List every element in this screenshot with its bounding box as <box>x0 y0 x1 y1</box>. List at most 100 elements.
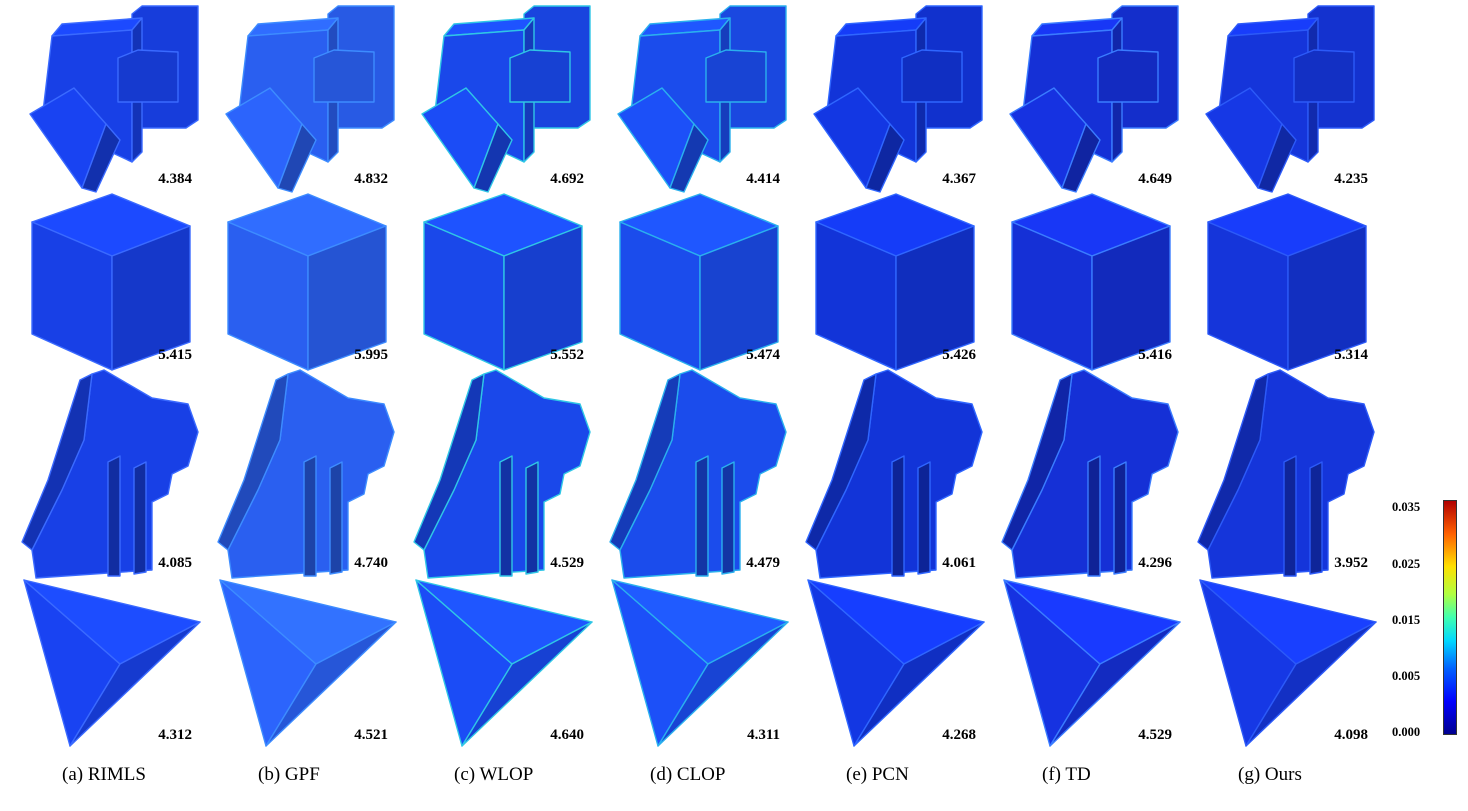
method-caption: (d) CLOP <box>650 764 726 785</box>
block-face-6 <box>1061 123 1101 193</box>
block-face-6 <box>277 123 317 193</box>
block-render <box>225 5 395 193</box>
fandisk-face-3 <box>1113 461 1127 575</box>
fandisk-render <box>805 369 983 579</box>
cube-render <box>1011 193 1171 371</box>
block-render <box>1205 5 1375 193</box>
pyramid-render <box>1003 579 1181 747</box>
result-fandisk-3: 4.479 <box>609 369 787 579</box>
block-render <box>1009 5 1179 193</box>
cube-face-2 <box>111 225 191 371</box>
fandisk-render <box>609 369 787 579</box>
error-score: 4.085 <box>158 555 192 571</box>
result-cube-5: 5.416 <box>1002 193 1178 371</box>
error-score: 4.311 <box>747 727 780 743</box>
pyramid-face-2 <box>461 621 593 747</box>
pyramid-render <box>415 579 593 747</box>
error-score: 4.312 <box>158 727 192 743</box>
pyramid-face-2 <box>657 621 789 747</box>
block-face-6 <box>81 123 121 193</box>
cube-face-2 <box>699 225 779 371</box>
error-score: 3.952 <box>1334 555 1368 571</box>
result-cube-1: 5.995 <box>218 193 394 371</box>
error-score: 5.415 <box>158 347 192 363</box>
pyramid-render <box>807 579 985 747</box>
error-score: 4.649 <box>1138 171 1172 187</box>
cube-render <box>227 193 387 371</box>
fandisk-face-3 <box>721 461 735 575</box>
block-face-4 <box>313 49 375 103</box>
block-render <box>421 5 591 193</box>
fandisk-face-2 <box>695 455 709 577</box>
fandisk-face-2 <box>1087 455 1101 577</box>
result-block-0: 4.384 <box>22 2 199 194</box>
error-score: 4.740 <box>354 555 388 571</box>
cube-face-2 <box>1091 225 1171 371</box>
result-block-6: 4.235 <box>1198 2 1375 194</box>
error-score: 4.692 <box>550 171 584 187</box>
result-fandisk-0: 4.085 <box>21 369 199 579</box>
result-pyramid-1: 4.521 <box>218 578 397 750</box>
fandisk-face-3 <box>133 461 147 575</box>
result-fandisk-1: 4.740 <box>217 369 395 579</box>
error-score: 4.367 <box>942 171 976 187</box>
result-fandisk-6: 3.952 <box>1197 369 1375 579</box>
result-cube-3: 5.474 <box>610 193 786 371</box>
fandisk-face-1 <box>1197 373 1269 551</box>
fandisk-render <box>1197 369 1375 579</box>
result-pyramid-2: 4.640 <box>414 578 593 750</box>
error-score: 4.268 <box>942 727 976 743</box>
cube-render <box>1207 193 1367 371</box>
method-caption: (b) GPF <box>258 764 320 785</box>
fandisk-render <box>217 369 395 579</box>
pyramid-face-2 <box>265 621 397 747</box>
block-render <box>29 5 199 193</box>
result-pyramid-3: 4.311 <box>610 578 789 750</box>
result-fandisk-4: 4.061 <box>805 369 983 579</box>
result-block-2: 4.692 <box>414 2 591 194</box>
error-score: 4.521 <box>354 727 388 743</box>
error-score: 4.529 <box>550 555 584 571</box>
block-face-4 <box>1293 49 1355 103</box>
fandisk-face-1 <box>21 373 93 551</box>
result-pyramid-6: 4.098 <box>1198 578 1377 750</box>
result-pyramid-0: 4.312 <box>22 578 201 750</box>
cube-render <box>815 193 975 371</box>
error-score: 4.479 <box>746 555 780 571</box>
error-score: 4.640 <box>550 727 584 743</box>
result-block-4: 4.367 <box>806 2 983 194</box>
method-caption: (e) PCN <box>846 764 909 785</box>
fandisk-face-1 <box>413 373 485 551</box>
fandisk-render <box>21 369 199 579</box>
fandisk-face-2 <box>1283 455 1297 577</box>
fandisk-face-3 <box>1309 461 1323 575</box>
fandisk-face-1 <box>1001 373 1073 551</box>
result-cube-4: 5.426 <box>806 193 982 371</box>
block-face-4 <box>1097 49 1159 103</box>
result-cube-0: 5.415 <box>22 193 198 371</box>
error-score: 4.296 <box>1138 555 1172 571</box>
block-face-4 <box>509 49 571 103</box>
block-render <box>813 5 983 193</box>
fandisk-render <box>413 369 591 579</box>
error-score: 4.832 <box>354 171 388 187</box>
error-colorbar <box>1443 500 1457 735</box>
pyramid-render <box>219 579 397 747</box>
colorbar-tick-0: 0.035 <box>1392 500 1421 514</box>
cube-render <box>619 193 779 371</box>
cube-face-2 <box>895 225 975 371</box>
error-score: 5.995 <box>354 347 388 363</box>
error-score: 4.061 <box>942 555 976 571</box>
error-score: 4.414 <box>746 171 780 187</box>
result-pyramid-5: 4.529 <box>1002 578 1181 750</box>
fandisk-face-2 <box>891 455 905 577</box>
colorbar-tick-3: 0.005 <box>1392 669 1421 683</box>
fandisk-face-1 <box>609 373 681 551</box>
block-face-4 <box>901 49 963 103</box>
fandisk-face-2 <box>303 455 317 577</box>
method-caption: (f) TD <box>1042 764 1091 785</box>
pyramid-render <box>23 579 201 747</box>
result-pyramid-4: 4.268 <box>806 578 985 750</box>
fandisk-face-2 <box>107 455 121 577</box>
